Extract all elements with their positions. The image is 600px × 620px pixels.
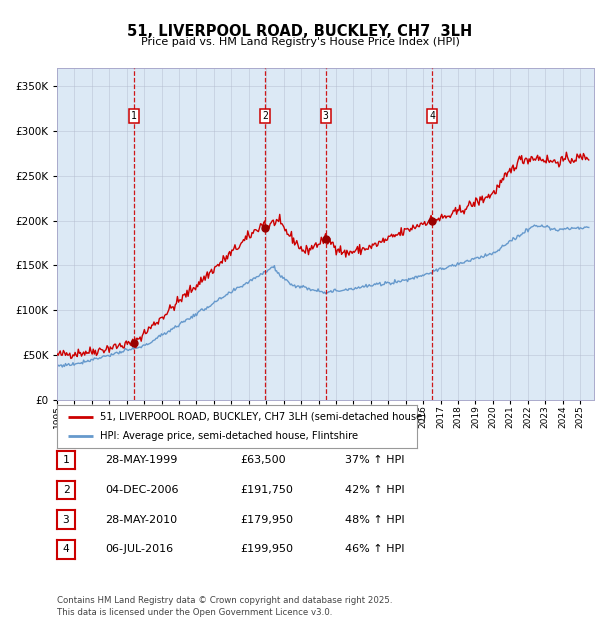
Text: 3: 3 (62, 515, 70, 525)
Text: 04-DEC-2006: 04-DEC-2006 (105, 485, 179, 495)
Text: 1: 1 (62, 455, 70, 465)
Text: 48% ↑ HPI: 48% ↑ HPI (345, 515, 404, 525)
Text: £191,750: £191,750 (240, 485, 293, 495)
Text: 46% ↑ HPI: 46% ↑ HPI (345, 544, 404, 554)
Text: 06-JUL-2016: 06-JUL-2016 (105, 544, 173, 554)
Text: Contains HM Land Registry data © Crown copyright and database right 2025.
This d: Contains HM Land Registry data © Crown c… (57, 596, 392, 617)
Text: 2: 2 (62, 485, 70, 495)
Text: 37% ↑ HPI: 37% ↑ HPI (345, 455, 404, 465)
Text: £63,500: £63,500 (240, 455, 286, 465)
Text: 28-MAY-2010: 28-MAY-2010 (105, 515, 177, 525)
Text: 4: 4 (62, 544, 70, 554)
Text: 51, LIVERPOOL ROAD, BUCKLEY, CH7  3LH: 51, LIVERPOOL ROAD, BUCKLEY, CH7 3LH (127, 24, 473, 38)
Text: 4: 4 (429, 112, 435, 122)
Text: 1: 1 (131, 112, 137, 122)
Text: HPI: Average price, semi-detached house, Flintshire: HPI: Average price, semi-detached house,… (100, 432, 358, 441)
Text: 28-MAY-1999: 28-MAY-1999 (105, 455, 178, 465)
Text: 42% ↑ HPI: 42% ↑ HPI (345, 485, 404, 495)
Text: 2: 2 (262, 112, 268, 122)
Text: 51, LIVERPOOL ROAD, BUCKLEY, CH7 3LH (semi-detached house): 51, LIVERPOOL ROAD, BUCKLEY, CH7 3LH (se… (100, 412, 427, 422)
Text: 3: 3 (323, 112, 329, 122)
Text: £199,950: £199,950 (240, 544, 293, 554)
Text: Price paid vs. HM Land Registry's House Price Index (HPI): Price paid vs. HM Land Registry's House … (140, 37, 460, 47)
Text: £179,950: £179,950 (240, 515, 293, 525)
